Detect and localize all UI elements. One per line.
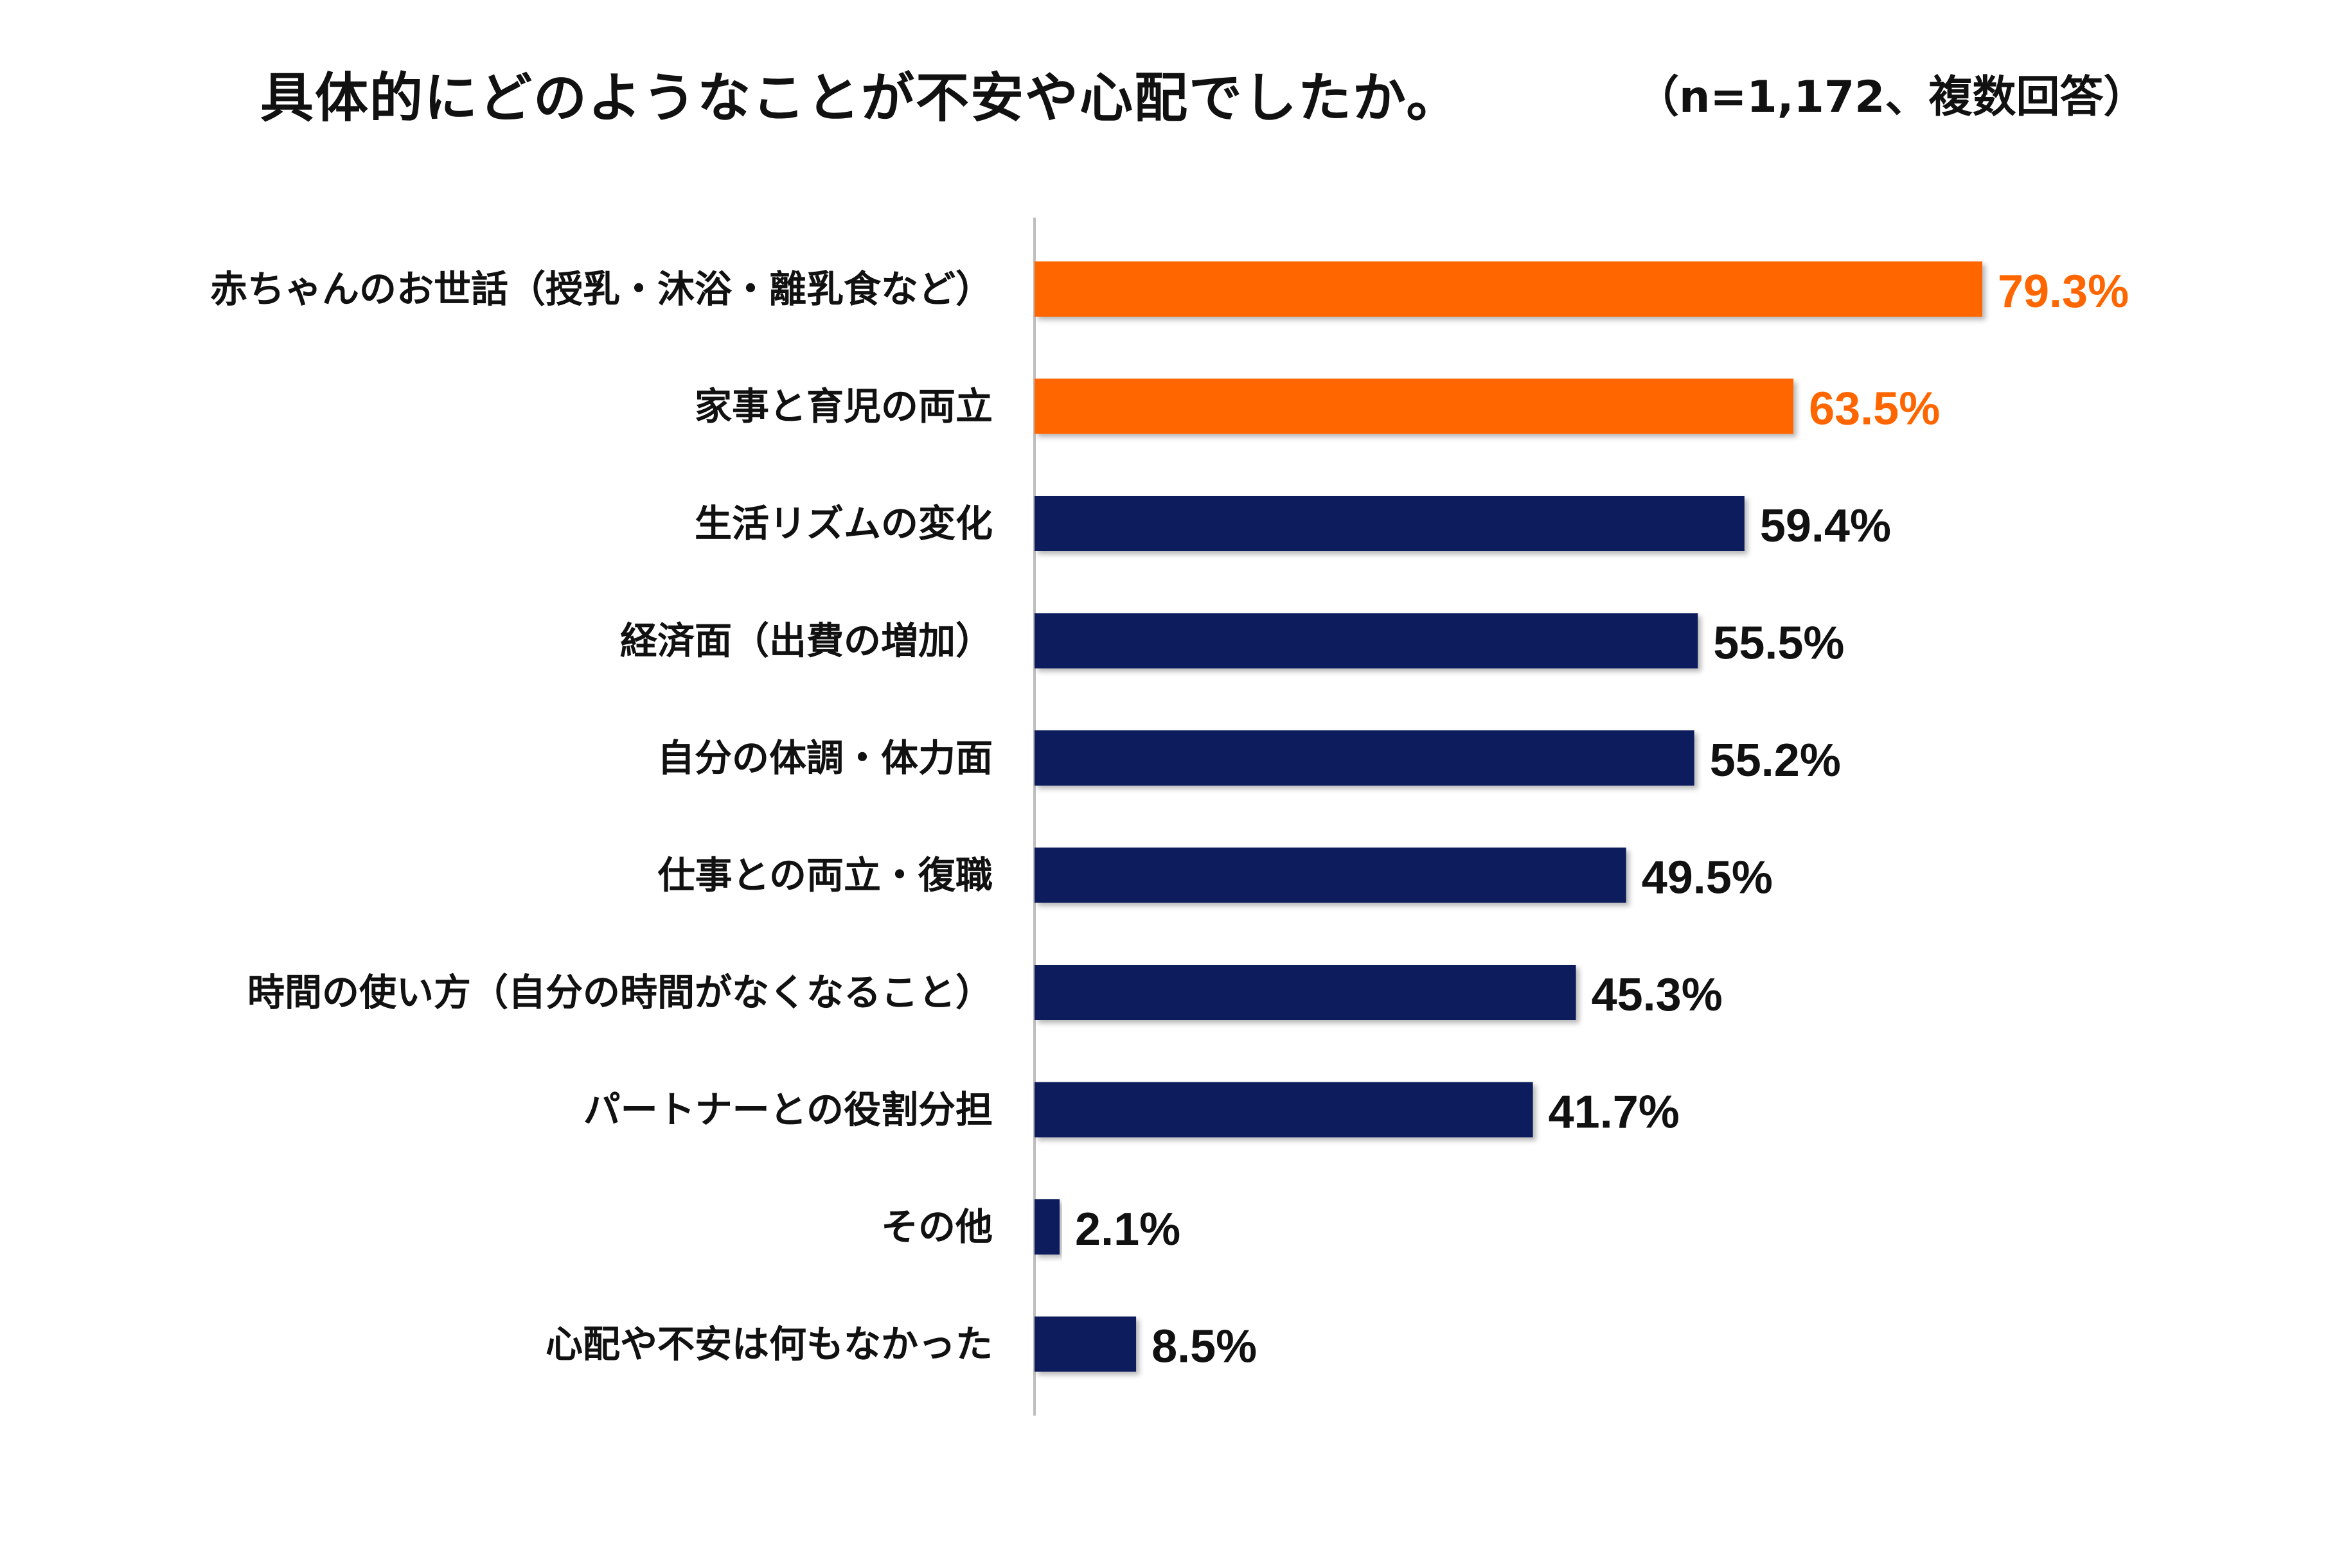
- category-label: パートナーとの役割分担: [583, 1088, 993, 1132]
- value-label: 59.4%: [1760, 500, 1891, 552]
- bar: [1035, 1316, 1137, 1372]
- value-label: 8.5%: [1151, 1321, 1257, 1373]
- bar: [1035, 496, 1745, 551]
- category-label: 家事と育児の両立: [695, 385, 993, 428]
- value-label: 79.3%: [1998, 266, 2129, 317]
- chart-title: 具体的にどのようなことが不安や心配でしたか。: [260, 67, 1461, 129]
- value-label: 55.5%: [1713, 618, 1844, 669]
- category-label: 生活リズムの変化: [695, 502, 993, 545]
- value-label: 2.1%: [1075, 1204, 1180, 1255]
- category-label: その他: [881, 1205, 993, 1249]
- value-label: 63.5%: [1809, 383, 1940, 435]
- bar: [1035, 847, 1626, 903]
- bar: [1035, 261, 1982, 317]
- bar: [1035, 730, 1694, 786]
- value-label: 45.3%: [1592, 969, 1723, 1021]
- category-label: 経済面（出費の増加）: [620, 619, 993, 663]
- bar: [1035, 378, 1794, 434]
- category-label: 仕事との両立・復職: [658, 854, 993, 897]
- category-label: 時間の使い方（自分の時間がなくなること）: [247, 971, 993, 1014]
- chart-note: （n=1,172、複数回答）: [1635, 72, 2147, 123]
- category-label: 心配や不安は何もなかった: [546, 1323, 993, 1366]
- bar: [1035, 613, 1698, 669]
- value-label: 49.5%: [1642, 852, 1773, 904]
- value-label: 55.2%: [1710, 735, 1841, 786]
- bar: [1035, 965, 1576, 1020]
- category-label: 赤ちゃんのお世話（授乳・沐浴・離乳食など）: [210, 267, 993, 311]
- bar: [1035, 1082, 1533, 1138]
- value-label: 41.7%: [1549, 1087, 1680, 1138]
- bar: [1035, 1199, 1060, 1255]
- category-label: 自分の体調・体力面: [657, 736, 993, 780]
